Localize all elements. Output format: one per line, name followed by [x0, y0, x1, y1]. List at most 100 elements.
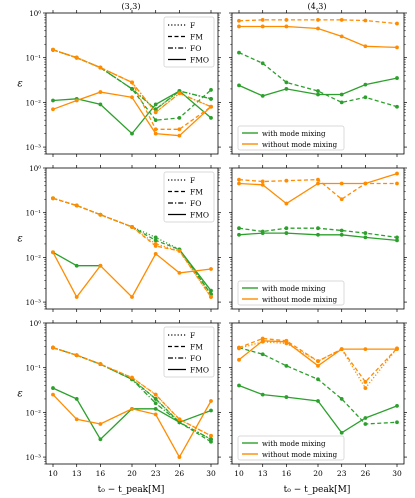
linestyle-legend: F FM FO FMO [163, 326, 215, 378]
data-point [395, 21, 399, 26]
data-point [339, 34, 344, 39]
data-point [74, 397, 79, 401]
series-line [52, 249, 212, 292]
series-with-FMO [51, 386, 213, 442]
data-point [260, 231, 265, 235]
legend-label-FO: FO [190, 44, 201, 53]
data-point [284, 363, 289, 368]
data-point [153, 251, 158, 256]
data-point [260, 182, 265, 187]
data-point [237, 24, 241, 29]
data-point [153, 110, 158, 115]
data-point [284, 395, 289, 399]
mixing-legend: with mode mixing without mode mixing [237, 125, 345, 151]
y-tick-label: 10⁻² [26, 254, 42, 262]
y-axis-label: ε [17, 79, 22, 90]
data-point [74, 295, 79, 299]
data-point [260, 352, 265, 357]
data-point [339, 228, 344, 233]
y-tick-label: 10⁻² [26, 409, 42, 417]
series-with-FMO [237, 76, 399, 98]
data-point [316, 177, 320, 182]
series-with-FMO [237, 383, 399, 435]
data-point [237, 83, 241, 88]
data-point [284, 201, 289, 206]
data-point [130, 295, 134, 299]
data-point [209, 292, 213, 297]
data-point [209, 437, 213, 442]
legend-label-FM: FM [190, 343, 203, 352]
panel-r2-c0: 10 13 16 20 23 26 30 10⁻³ 10⁻² 10⁻¹ 10⁰ ε F FM FO FMO [17, 320, 221, 478]
data-point [316, 89, 320, 93]
series-with-FMO [51, 247, 213, 293]
y-tick-label: 10⁻¹ [26, 365, 42, 373]
data-point [51, 98, 55, 103]
series-with-FM [237, 226, 399, 240]
panel-r0-c0: 10⁻³ 10⁻² 10⁻¹ 10⁰ ε F FM FO FMO [17, 10, 221, 157]
data-point [284, 18, 289, 22]
data-point [98, 102, 103, 107]
data-point [130, 95, 134, 100]
data-point [177, 127, 182, 132]
legend-label-without: without mode mixing [262, 451, 338, 459]
x-tick-label: 16 [282, 469, 292, 478]
data-point [339, 232, 344, 237]
data-point [153, 118, 158, 123]
series-without-FMO [51, 90, 213, 138]
data-point [237, 177, 241, 182]
mixing-legend: with mode mixing without mode mixing [237, 280, 345, 306]
data-point [74, 203, 79, 208]
data-point [339, 397, 344, 401]
data-point [260, 392, 265, 397]
y-tick-label: 10⁻³ [26, 144, 42, 152]
series-without-FMO [237, 24, 399, 50]
data-point [153, 127, 158, 132]
data-point [130, 131, 134, 136]
data-point [74, 55, 79, 60]
data-point [51, 196, 55, 201]
legend-label-FM: FM [190, 188, 203, 197]
data-point [153, 392, 158, 397]
panel-r2-c1: 10 13 16 20 23 26 30 with mode mixing without mo… [229, 320, 407, 478]
x-tick-label: 23 [337, 469, 347, 478]
data-point [153, 238, 158, 243]
data-point [177, 455, 182, 459]
data-point [209, 104, 213, 109]
series-line [238, 52, 398, 108]
data-point [177, 248, 182, 253]
x-tick-label: 13 [258, 469, 268, 478]
legend-label-with: with mode mixing [262, 440, 326, 448]
legend-label-with: with mode mixing [262, 285, 326, 293]
data-point [51, 250, 55, 255]
data-point [339, 100, 344, 105]
data-point [98, 422, 103, 426]
data-point [339, 347, 344, 352]
data-point [395, 235, 399, 240]
data-point [316, 359, 320, 364]
data-point [339, 181, 344, 186]
data-point [177, 133, 182, 138]
y-tick-label: 10⁻¹ [26, 55, 42, 63]
data-point [74, 98, 79, 103]
data-point [74, 417, 79, 422]
x-tick-label: 26 [175, 469, 185, 478]
data-point [316, 18, 320, 22]
data-point [237, 357, 241, 362]
x-tick-label: 30 [206, 469, 216, 478]
data-point [177, 270, 182, 275]
legend-label-with: with mode mixing [262, 130, 326, 138]
data-point [98, 90, 103, 94]
data-point [363, 235, 368, 240]
y-tick-label: 10⁻² [26, 99, 42, 107]
series-without-FMO [51, 392, 213, 459]
data-point [130, 87, 134, 91]
data-point [260, 93, 265, 98]
data-point [177, 420, 182, 425]
data-point [153, 406, 158, 411]
data-point [237, 18, 241, 23]
data-point [209, 295, 213, 299]
data-point [130, 406, 134, 411]
data-point [363, 347, 368, 352]
series-without-FM [51, 345, 213, 438]
data-point [395, 403, 399, 408]
